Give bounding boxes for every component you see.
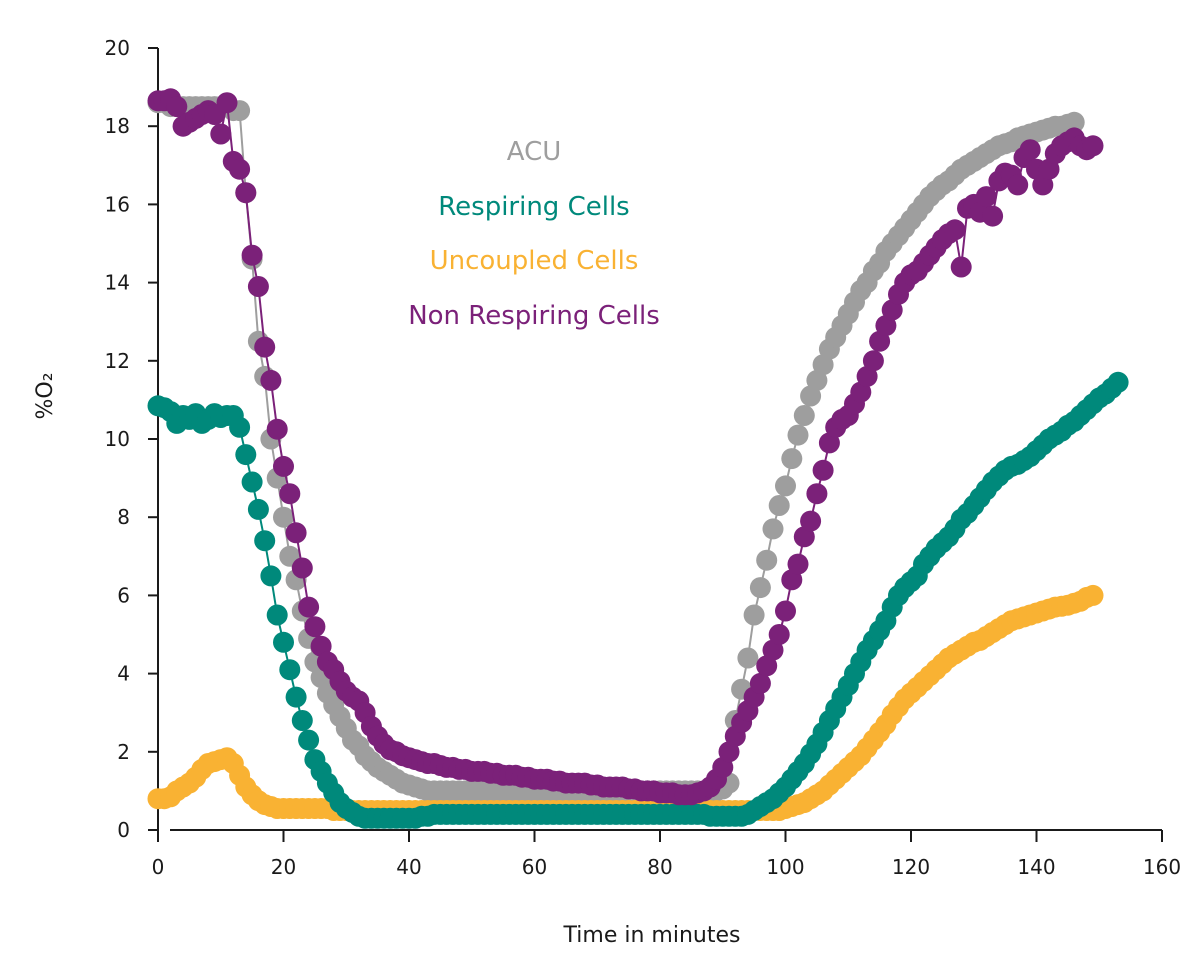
data-point-respiring-cells <box>235 444 257 466</box>
data-point-non-respiring-cells <box>1019 139 1041 161</box>
data-point-non-respiring-cells <box>869 330 891 352</box>
x-tick-label: 80 <box>647 855 672 879</box>
data-point-non-respiring-cells <box>768 624 790 645</box>
data-point-non-respiring-cells <box>944 219 966 241</box>
data-point-respiring-cells <box>229 416 251 438</box>
data-point-respiring-cells <box>298 729 320 751</box>
x-tick-label: 60 <box>522 855 547 879</box>
data-point-non-respiring-cells <box>982 205 1004 227</box>
y-tick-label: 20 <box>105 36 130 60</box>
legend-respiring-cells: Respiring Cells <box>438 192 629 222</box>
x-tick-label: 0 <box>152 855 165 879</box>
data-point-non-respiring-cells <box>229 158 251 180</box>
data-point-non-respiring-cells <box>310 635 332 657</box>
legend-acu: ACU <box>507 137 562 167</box>
data-point-non-respiring-cells <box>266 418 288 440</box>
data-point-non-respiring-cells <box>235 182 257 204</box>
data-point-non-respiring-cells <box>862 350 884 372</box>
x-tick-label: 140 <box>1017 855 1055 879</box>
data-point-non-respiring-cells <box>166 96 188 118</box>
data-point-acu <box>768 495 790 516</box>
data-point-non-respiring-cells <box>881 299 903 321</box>
data-point-non-respiring-cells <box>812 459 834 481</box>
data-point-respiring-cells <box>273 631 294 653</box>
y-tick-label: 14 <box>105 271 130 295</box>
data-point-non-respiring-cells <box>298 596 320 618</box>
data-point-acu <box>762 518 784 540</box>
data-point-acu <box>273 506 294 528</box>
data-point-uncoupled-cells <box>1082 584 1104 606</box>
data-point-non-respiring-cells <box>260 369 282 391</box>
x-tick-label: 120 <box>892 855 930 879</box>
data-point-acu <box>749 577 771 599</box>
data-point-non-respiring-cells <box>975 186 997 208</box>
plot-area <box>147 88 1129 829</box>
series-non-respiring-cells <box>147 88 1104 806</box>
data-point-non-respiring-cells <box>950 256 972 278</box>
y-tick-label: 18 <box>105 114 130 138</box>
series-respiring-cells <box>147 371 1129 829</box>
data-point-non-respiring-cells <box>285 522 307 544</box>
y-tick-label: 6 <box>117 583 130 607</box>
data-point-non-respiring-cells <box>279 483 301 505</box>
data-point-respiring-cells <box>279 659 301 681</box>
data-point-non-respiring-cells <box>793 526 815 548</box>
data-point-non-respiring-cells <box>254 336 276 358</box>
data-point-respiring-cells <box>260 565 282 587</box>
y-tick-label: 12 <box>105 349 130 373</box>
y-tick-label: 0 <box>117 818 130 842</box>
data-point-acu <box>737 647 759 669</box>
data-point-non-respiring-cells <box>1082 135 1104 157</box>
x-tick-label: 20 <box>271 855 296 879</box>
data-point-respiring-cells <box>241 471 263 493</box>
data-point-non-respiring-cells <box>756 655 778 677</box>
data-point-non-respiring-cells <box>291 557 313 579</box>
data-point-non-respiring-cells <box>210 123 232 145</box>
y-tick-label: 10 <box>105 427 130 451</box>
data-point-acu <box>756 549 778 571</box>
data-point-respiring-cells <box>247 498 269 520</box>
data-point-acu <box>787 424 809 446</box>
data-point-non-respiring-cells <box>216 92 238 114</box>
data-point-non-respiring-cells <box>273 455 294 477</box>
legend-non-respiring-cells: Non Respiring Cells <box>408 301 660 331</box>
legend-uncoupled-cells: Uncoupled Cells <box>430 246 639 276</box>
data-point-respiring-cells <box>285 686 307 708</box>
legend: ACU Respiring Cells Uncoupled Cells Non … <box>408 137 660 331</box>
data-point-respiring-cells <box>254 530 276 552</box>
data-point-acu <box>775 475 796 497</box>
data-point-acu <box>743 604 765 626</box>
y-tick-label: 2 <box>117 740 130 764</box>
x-axis-title: Time in minutes <box>563 923 741 948</box>
data-point-acu <box>793 405 815 426</box>
y-tick-label: 8 <box>117 505 130 529</box>
axes: 0 2 4 6 8 10 12 14 16 18 20 0 20 40 60 80 100 120 140 160 <box>105 36 1182 879</box>
data-point-non-respiring-cells <box>775 600 796 622</box>
data-point-acu <box>781 448 803 470</box>
data-point-non-respiring-cells <box>749 672 771 694</box>
data-point-non-respiring-cells <box>850 381 872 403</box>
y-axis-title: %O₂ <box>33 372 58 419</box>
data-point-non-respiring-cells <box>304 616 326 638</box>
data-point-respiring-cells <box>266 604 288 626</box>
data-point-non-respiring-cells <box>806 483 828 505</box>
y-ticks: 0 2 4 6 8 10 12 14 16 18 20 <box>105 36 158 842</box>
data-point-respiring-cells <box>1107 371 1129 393</box>
data-point-non-respiring-cells <box>247 276 269 297</box>
data-point-non-respiring-cells <box>800 510 822 532</box>
data-point-respiring-cells <box>291 710 313 731</box>
x-tick-label: 100 <box>766 855 804 879</box>
y-tick-label: 16 <box>105 192 130 216</box>
x-tick-label: 160 <box>1143 855 1181 879</box>
data-point-non-respiring-cells <box>1007 174 1029 196</box>
data-point-acu <box>1063 111 1085 133</box>
y-tick-label: 4 <box>117 662 130 686</box>
x-tick-label: 40 <box>396 855 421 879</box>
data-point-non-respiring-cells <box>787 553 809 575</box>
x-ticks: 0 20 40 60 80 100 120 140 160 <box>152 830 1181 879</box>
data-point-non-respiring-cells <box>241 244 263 266</box>
